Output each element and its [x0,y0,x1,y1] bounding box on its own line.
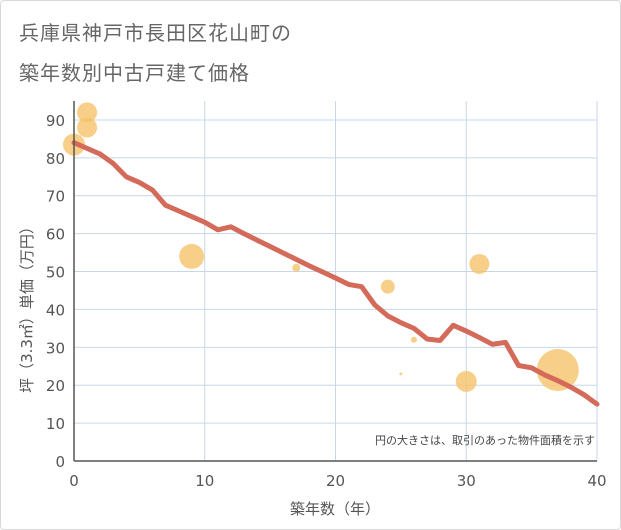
x-tick-label: 40 [587,472,606,490]
bubble [399,372,403,376]
chart-title-line-1: 兵庫県神戸市長田区花山町の [19,21,292,45]
axes [73,101,597,462]
bubble-size-note: 円の大きさは、取引のあった物件面積を示す [375,433,595,447]
bubble [179,243,205,269]
y-tick-label: 70 [46,188,65,206]
x-axis-label: 築年数（年） [290,500,380,518]
grid [74,101,598,461]
x-tick-label: 10 [195,472,214,490]
y-tick-label: 0 [55,453,65,471]
y-axis-label: 坪（3.3㎡）単価（万円） [18,219,36,393]
x-tick-label: 20 [326,472,345,490]
y-tick-label: 60 [46,226,65,244]
y-tick-label: 50 [46,264,65,282]
y-tick-label: 30 [46,339,65,357]
chart-title-line-2: 築年数別中古戸建て価格 [19,61,250,85]
x-tick-label: 0 [69,472,79,490]
x-tick-label: 30 [457,472,476,490]
y-tick-label: 40 [46,301,65,319]
y-tick-label: 80 [46,150,65,168]
bubble [469,253,490,274]
bubble [410,336,417,343]
bubble [380,279,395,294]
bubble [536,349,579,392]
bubble [455,370,477,392]
bubbles [63,102,579,392]
bubble [77,117,98,138]
bubble [292,263,301,272]
y-tick-label: 20 [46,377,65,395]
bubble [77,102,98,123]
trend-line [71,140,600,407]
tick-labels: 0 10 20 30 40 50 60 70 80 90 0 10 20 30 40 [46,112,607,490]
y-tick-label: 90 [46,112,65,130]
y-tick-label: 10 [46,415,65,433]
